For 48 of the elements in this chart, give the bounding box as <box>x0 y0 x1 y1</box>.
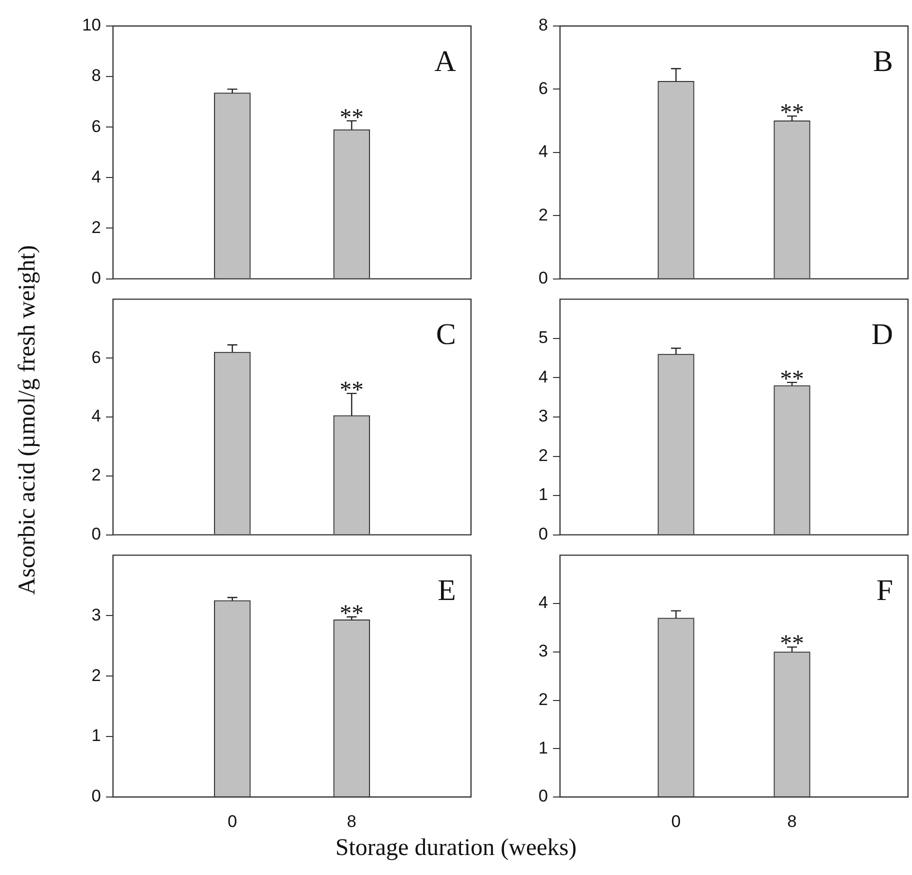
annotation: ** <box>340 600 364 627</box>
annotation: ** <box>780 366 804 392</box>
y-tick-label: 2 <box>538 446 548 465</box>
y-tick-label: 2 <box>92 466 101 485</box>
x-tick-label: 8 <box>787 812 797 831</box>
y-tick-label: 8 <box>538 16 548 35</box>
y-tick-label: 2 <box>92 218 101 237</box>
y-tick-label: 4 <box>92 406 101 426</box>
annotation: A <box>434 44 456 78</box>
y-tick-label: 3 <box>538 406 548 426</box>
y-tick-label: 1 <box>92 726 101 746</box>
x-tick-label: 0 <box>228 812 238 831</box>
annotation: E <box>438 574 456 608</box>
annotation: ** <box>340 377 364 404</box>
x-axis-title: Storage duration (weeks) <box>334 835 578 862</box>
y-tick-label: 6 <box>92 348 101 367</box>
x-tick-label: 8 <box>346 812 356 831</box>
y-tick-label: 0 <box>538 786 548 806</box>
y-tick-label: 0 <box>538 268 548 288</box>
y-tick-label: 3 <box>92 605 101 624</box>
y-tick-label: 8 <box>92 66 101 86</box>
y-tick-label: 0 <box>92 524 101 544</box>
y-axis-title: Ascorbic acid (µmol/g fresh weight) <box>14 245 42 595</box>
y-tick-label: 1 <box>538 485 548 504</box>
annotation: ** <box>780 100 804 126</box>
y-tick-label: 2 <box>538 690 548 709</box>
annotation: B <box>872 44 893 78</box>
y-tick-label: 2 <box>92 666 101 685</box>
annotation: ** <box>780 631 804 658</box>
y-tick-label: 0 <box>92 786 101 806</box>
y-tick-label: 5 <box>538 328 548 348</box>
y-tick-label: 6 <box>92 116 101 136</box>
annotation: ** <box>340 104 364 131</box>
y-tick-label: 6 <box>538 78 548 98</box>
y-tick-label: 4 <box>538 367 548 386</box>
y-tick-label: 2 <box>538 205 548 224</box>
y-tick-label: 4 <box>538 142 548 162</box>
y-tick-label: 4 <box>92 167 101 186</box>
x-tick-label: 0 <box>671 812 681 831</box>
y-tick-label: 3 <box>538 642 548 661</box>
annotation: D <box>871 318 893 352</box>
y-tick-label: 4 <box>538 593 548 612</box>
y-tick-label: 10 <box>82 16 101 35</box>
annotation: F <box>876 574 893 608</box>
y-tick-label: 1 <box>538 738 548 758</box>
annotation: C <box>436 318 456 352</box>
y-tick-label: 0 <box>538 524 548 544</box>
y-tick-label: 0 <box>92 268 101 288</box>
